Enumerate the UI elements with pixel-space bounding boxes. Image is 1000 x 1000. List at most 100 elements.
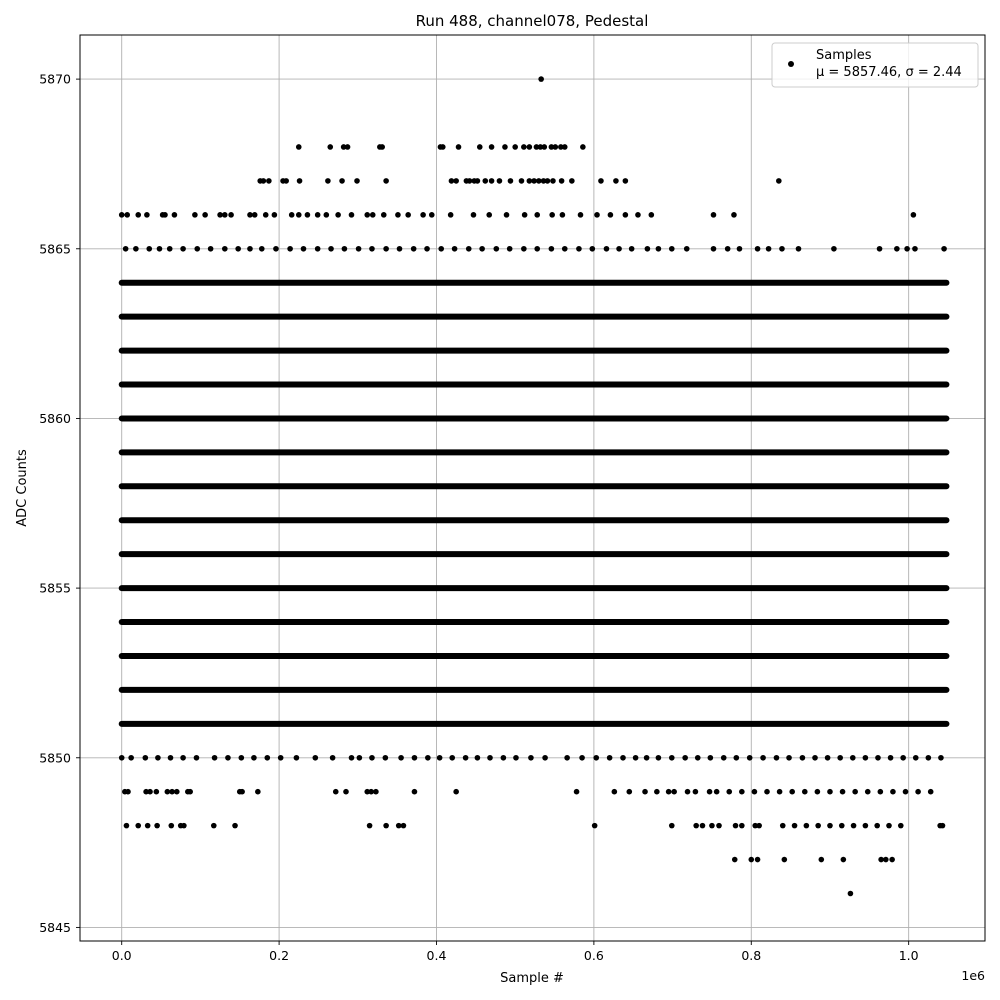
sample-point [173, 788, 180, 795]
sample-point [287, 245, 293, 252]
sample-point [839, 788, 846, 795]
sample-point [541, 144, 548, 150]
sample-point [235, 245, 241, 252]
sample-point [266, 178, 272, 184]
sample-point [693, 822, 699, 829]
sample-point [232, 822, 238, 829]
sample-point [339, 178, 345, 184]
sample-point [526, 144, 533, 150]
sample-point [779, 245, 785, 252]
sample-point [580, 144, 586, 150]
sample-point [643, 754, 650, 761]
sample-point [166, 245, 173, 252]
sample-point [476, 144, 483, 150]
sample-point [616, 245, 622, 252]
sample-point [496, 178, 503, 184]
sample-point [304, 212, 311, 218]
sample-point [748, 856, 755, 863]
y-tick-label: 5860 [39, 411, 71, 426]
sample-point [665, 788, 672, 795]
sample-point [528, 754, 534, 761]
sample-point [644, 245, 651, 252]
sample-point [273, 245, 279, 252]
sample-point [411, 754, 418, 761]
sample-point [655, 245, 662, 252]
sample-point [814, 788, 821, 795]
x-tick-label: 0.2 [269, 948, 289, 963]
sample-point [449, 754, 456, 761]
sample-point [382, 754, 389, 761]
sample-point [288, 212, 295, 218]
sample-point [395, 822, 402, 829]
sample-point [655, 754, 662, 761]
sample-point [144, 822, 151, 829]
sample-point [343, 788, 349, 795]
sample-point [607, 212, 614, 218]
data-points [118, 76, 950, 897]
sample-point [668, 822, 675, 829]
sample-point [668, 754, 675, 761]
sample-point [739, 788, 745, 795]
sample-point [383, 245, 389, 252]
sample-point [329, 754, 336, 761]
sample-point [314, 212, 321, 218]
x-tick-label: 0.4 [427, 948, 447, 963]
sample-point [144, 212, 150, 218]
sample-point [900, 754, 906, 761]
sample-point [706, 788, 713, 795]
sample-point [332, 788, 339, 795]
sample-point [271, 212, 278, 218]
sample-point [300, 245, 307, 252]
sample-point [548, 245, 555, 252]
sample-point [561, 245, 568, 252]
sample-point [521, 144, 527, 150]
sample-point [668, 245, 675, 252]
sample-point [878, 856, 884, 863]
sample-point [258, 245, 265, 252]
sample-point [852, 788, 858, 795]
y-tick-label: 5845 [39, 920, 71, 935]
sample-point [513, 754, 519, 761]
sample-point [579, 754, 585, 761]
sample-point [123, 822, 130, 829]
x-tick-label: 1.0 [899, 948, 919, 963]
sample-point [533, 144, 540, 150]
sample-point [789, 788, 795, 795]
sample-point [707, 754, 714, 761]
sample-point [135, 212, 142, 218]
sample-point [552, 144, 559, 150]
sample-point [438, 245, 445, 252]
sample-point [295, 212, 302, 218]
x-tick-label: 0.6 [584, 948, 604, 963]
sample-point [632, 754, 639, 761]
sample-point [410, 245, 417, 252]
sample-point [862, 754, 869, 761]
legend-box [771, 42, 979, 88]
sample-point [470, 212, 477, 218]
sample-point [260, 178, 267, 184]
sample-point [521, 245, 527, 252]
sample-point [765, 245, 772, 252]
sample-point [502, 144, 508, 150]
sample-point [682, 754, 688, 761]
sample-point [751, 788, 758, 795]
sample-point [262, 212, 269, 218]
sample-point [683, 245, 690, 252]
sample-point [732, 822, 739, 829]
sample-point [838, 822, 845, 829]
sample-point [716, 822, 722, 829]
sample-point [534, 212, 541, 218]
sample-point [425, 754, 431, 761]
y-tick-label: 5850 [39, 750, 71, 765]
sample-point [598, 178, 604, 184]
sample-point [118, 754, 125, 761]
sample-point [125, 788, 131, 795]
sample-point [296, 178, 303, 184]
sample-point [824, 754, 831, 761]
sample-point [482, 178, 489, 184]
sample-point [239, 788, 245, 795]
sample-point [840, 856, 847, 863]
sample-point [890, 788, 896, 795]
sample-point [941, 245, 947, 252]
sample-point [512, 144, 518, 150]
